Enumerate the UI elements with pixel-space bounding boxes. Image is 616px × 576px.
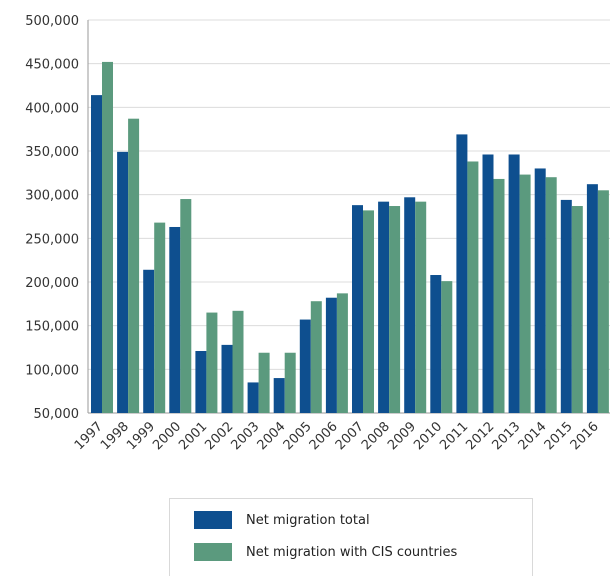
bar-cis-2002 — [232, 310, 244, 413]
x-tick-label: 1999 — [124, 419, 158, 453]
bar-cis-1998 — [128, 118, 140, 413]
x-tick-label: 1998 — [98, 419, 132, 453]
bar-total-2010 — [430, 275, 442, 413]
bar-total-2005 — [299, 319, 311, 413]
bar-cis-1999 — [154, 222, 166, 413]
y-tick-label: 400,000 — [25, 101, 79, 116]
legend-label-total: Net migration total — [246, 512, 370, 528]
bar-total-2009 — [404, 197, 416, 413]
bar-total-2016 — [586, 184, 598, 413]
x-tick-label: 2014 — [516, 419, 550, 453]
bar-cis-2000 — [180, 199, 192, 413]
x-tick-label: 2008 — [359, 419, 393, 453]
x-tick-label: 2013 — [489, 419, 523, 453]
legend-swatch-total — [194, 511, 232, 529]
bar-total-2008 — [378, 201, 390, 413]
bar-total-2013 — [508, 154, 520, 413]
legend-swatch-cis — [194, 543, 232, 561]
bar-total-1998 — [117, 151, 129, 413]
x-tick-label: 2009 — [385, 419, 419, 453]
bar-cis-2003 — [258, 352, 270, 413]
bar-cis-2013 — [519, 174, 531, 413]
bar-total-1997 — [91, 95, 102, 414]
bar-cis-2006 — [336, 293, 348, 413]
bar-cis-2001 — [206, 312, 218, 413]
bar-total-2001 — [195, 350, 207, 413]
y-tick-label: 250,000 — [25, 232, 79, 247]
bar-total-2003 — [247, 382, 259, 413]
x-tick-label: 2016 — [568, 419, 602, 453]
chart-legend: Net migration total Net migration with C… — [169, 498, 533, 576]
x-tick-label: 2005 — [281, 419, 315, 453]
bar-chart: 50,000 100,000 150,000 200,000 250,000 300,00… — [25, 14, 610, 453]
legend-item-cis: Net migration with CIS countries — [194, 541, 457, 563]
bar-cis-2015 — [571, 206, 583, 413]
bar-cis-2005 — [310, 301, 322, 413]
x-tick-label: 2006 — [307, 419, 341, 453]
bar-total-2007 — [352, 205, 363, 413]
bar-total-2011 — [456, 134, 468, 413]
bar-cis-2010 — [441, 281, 453, 413]
y-tick-label: 50,000 — [34, 407, 80, 422]
x-tick-label: 2001 — [176, 419, 210, 453]
bar-cis-2004 — [284, 352, 296, 413]
x-tick-label: 2000 — [150, 419, 184, 453]
y-tick-label: 150,000 — [25, 320, 79, 335]
legend-item-total: Net migration total — [194, 509, 370, 531]
x-tick-label: 2002 — [202, 419, 236, 453]
y-tick-label: 450,000 — [25, 58, 79, 73]
x-tick-label: 2010 — [411, 419, 445, 453]
bar-cis-2016 — [597, 190, 609, 413]
bar-total-2015 — [560, 199, 572, 413]
x-tick-label: 2007 — [333, 419, 367, 453]
bar-cis-2008 — [389, 206, 401, 413]
x-tick-label: 1997 — [72, 419, 106, 453]
bar-cis-2011 — [467, 161, 479, 413]
bar-cis-2014 — [545, 177, 557, 413]
y-tick-label: 350,000 — [25, 145, 79, 160]
x-tick-label: 2015 — [542, 419, 576, 453]
bar-cis-2007 — [363, 210, 374, 413]
bar-total-2012 — [482, 154, 494, 413]
bar-total-2002 — [221, 344, 233, 413]
y-tick-label: 300,000 — [25, 189, 79, 204]
x-tick-label: 2004 — [255, 419, 289, 453]
bar-total-1999 — [143, 269, 155, 413]
bar-total-2006 — [325, 297, 337, 413]
x-tick-label: 2012 — [463, 419, 497, 453]
y-tick-label: 100,000 — [25, 363, 79, 378]
bar-total-2000 — [169, 226, 181, 413]
x-tick-label: 2011 — [437, 419, 471, 453]
bar-cis-2009 — [415, 201, 427, 413]
bar-total-2004 — [273, 378, 285, 413]
x-tick-label: 2003 — [228, 419, 262, 453]
bar-cis-2012 — [493, 178, 505, 413]
y-tick-label: 500,000 — [25, 14, 79, 29]
bar-cis-1997 — [102, 61, 113, 414]
y-tick-label: 200,000 — [25, 276, 79, 291]
legend-label-cis: Net migration with CIS countries — [246, 544, 458, 560]
bar-total-2014 — [534, 168, 546, 413]
